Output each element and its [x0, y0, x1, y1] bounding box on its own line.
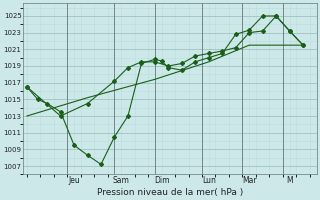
X-axis label: Pression niveau de la mer( hPa ): Pression niveau de la mer( hPa )	[97, 188, 243, 197]
